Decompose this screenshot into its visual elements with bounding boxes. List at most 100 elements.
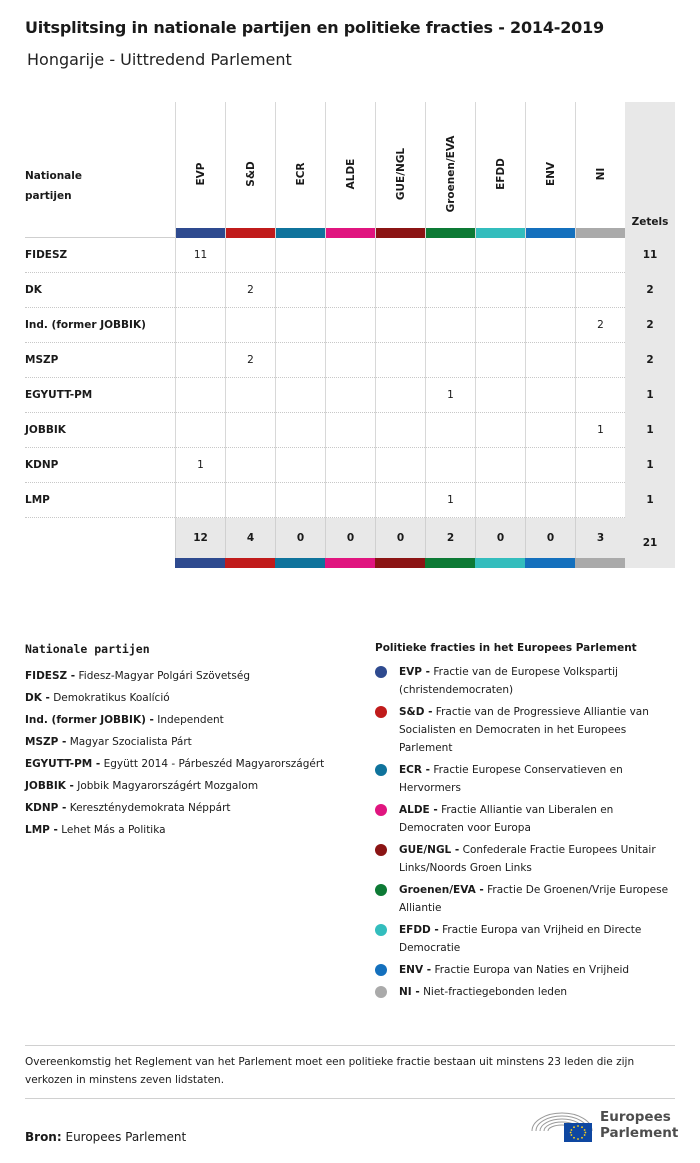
group-color-bar (325, 558, 375, 568)
seat-cell (525, 483, 575, 518)
group-full-name: Confederale Fractie Europees Unitair Lin… (399, 844, 656, 874)
seat-cell (425, 448, 475, 483)
party-full-name: Independent (157, 714, 224, 726)
column-header-label: NI (594, 167, 607, 181)
party-full-name: Jobbik Magyarországért Mozgalom (77, 780, 259, 792)
seat-cell (525, 343, 575, 378)
group-color-bar (426, 228, 475, 238)
parties-legend: Nationale partijen FIDESZ - Fidesz-Magya… (25, 642, 355, 841)
group-full-name: Niet-fractiegebonden leden (423, 986, 568, 998)
seat-cell (475, 238, 525, 273)
group-abbr: ALDE - (399, 804, 438, 816)
seat-cell (425, 238, 475, 273)
group-color-bar (176, 228, 225, 238)
seat-cell: 2 (575, 308, 625, 343)
seat-cell (175, 378, 225, 413)
group-color-bar (575, 558, 625, 568)
total-column-header: Zetels (625, 102, 675, 238)
group-full-name: Fractie van de Progressieve Alliantie va… (399, 706, 649, 754)
group-color-bar (276, 228, 325, 238)
seats-table: Nationale partijen Zetels EVP S&D ECR ALDE G… (25, 102, 675, 568)
group-abbr: NI - (399, 986, 420, 998)
seat-cell (575, 483, 625, 518)
group-color-dot-icon (375, 844, 387, 856)
table-header: Nationale partijen Zetels EVP S&D ECR ALDE G… (25, 102, 675, 238)
seat-cell (325, 483, 375, 518)
seat-cell (275, 273, 325, 308)
row-total: 11 (625, 238, 675, 273)
page-title: Uitsplitsing in nationale partijen en po… (25, 18, 604, 37)
seat-cell (225, 238, 275, 273)
party-full-name: Magyar Szocialista Párt (69, 736, 192, 748)
group-abbr: EFDD - (399, 924, 439, 936)
row-total: 2 (625, 343, 675, 378)
party-abbr: MSZP - (25, 736, 67, 748)
header-divider (25, 237, 175, 238)
table-row: LMP 1 1 (25, 483, 675, 518)
party-name: FIDESZ (25, 249, 68, 261)
seat-cell (325, 273, 375, 308)
ep-logo-text: Europees Parlement (600, 1109, 678, 1141)
party-name: MSZP (25, 354, 59, 366)
source-label: Bron: (25, 1130, 62, 1144)
row-total: 1 (625, 483, 675, 518)
seat-cell (475, 483, 525, 518)
group-color-dot-icon (375, 986, 387, 998)
seat-cell (325, 308, 375, 343)
seat-cell (425, 308, 475, 343)
group-legend-item: NI - Niet-fractiegebonden leden (375, 983, 675, 1001)
row-total: 1 (625, 448, 675, 483)
row-header-label: Nationale partijen (25, 170, 82, 202)
table-row: EGYUTT-PM 1 1 (25, 378, 675, 413)
seat-cell (475, 273, 525, 308)
party-legend-item: KDNP - Kereszténydemokrata Néppárt (25, 797, 355, 819)
group-color-dot-icon (375, 666, 387, 678)
row-total: 2 (625, 273, 675, 308)
seat-cell (325, 413, 375, 448)
page-subtitle: Hongarije - Uittredend Parlement (27, 50, 292, 69)
column-header-label: ENV (544, 161, 557, 187)
seat-cell (425, 413, 475, 448)
note-divider-bottom (25, 1098, 675, 1099)
column-total: 0 (525, 518, 575, 558)
table-row: FIDESZ 11 11 (25, 238, 675, 273)
group-color-bar (475, 558, 525, 568)
column-header: ENV (525, 102, 575, 238)
seat-cell (375, 343, 425, 378)
group-full-name: Fractie De Groenen/Vrije Europese Allian… (399, 884, 669, 914)
seat-cell (525, 273, 575, 308)
ep-logo-line1: Europees (600, 1109, 671, 1125)
column-header: ALDE (325, 102, 375, 238)
column-total: 4 (225, 518, 275, 558)
party-full-name: Kereszténydemokrata Néppárt (69, 802, 231, 814)
group-legend-item: Groenen/EVA - Fractie De Groenen/Vrije E… (375, 881, 675, 917)
ep-logo: Europees Parlement (530, 1107, 680, 1147)
seat-cell (525, 238, 575, 273)
party-abbr: FIDESZ - (25, 670, 76, 682)
party-abbr: DK - (25, 692, 50, 704)
group-color-bar (376, 228, 425, 238)
group-full-name: Fractie Europa van Naties en Vrijheid (434, 964, 630, 976)
party-name: KDNP (25, 459, 59, 471)
seat-cell (225, 413, 275, 448)
column-header-label: GUE/NGL (394, 147, 407, 201)
party-legend-item: LMP - Lehet Más a Politika (25, 819, 355, 841)
seat-cell: 2 (225, 343, 275, 378)
seat-cell (375, 308, 425, 343)
group-legend-item: ECR - Fractie Europese Conservatieven en… (375, 761, 675, 797)
seat-cell: 2 (225, 273, 275, 308)
total-header-label: Zetels (631, 216, 669, 228)
seat-cell (375, 273, 425, 308)
seat-cell (325, 343, 375, 378)
column-header: ECR (275, 102, 325, 238)
seat-cell: 1 (175, 448, 225, 483)
party-full-name: Fidesz-Magyar Polgári Szövetség (78, 670, 251, 682)
seat-cell (325, 378, 375, 413)
table-body: FIDESZ 11 11 DK 2 2 Ind. (former JOBBIK) 2 2 MSZP… (25, 238, 675, 518)
column-header-label: ALDE (344, 158, 357, 190)
group-full-name: Fractie Alliantie van Liberalen en Democ… (399, 804, 614, 834)
eu-flag-icon (564, 1123, 592, 1142)
seat-cell (375, 238, 425, 273)
seat-cell (375, 413, 425, 448)
column-header-label: Groenen/EVA (444, 135, 457, 213)
